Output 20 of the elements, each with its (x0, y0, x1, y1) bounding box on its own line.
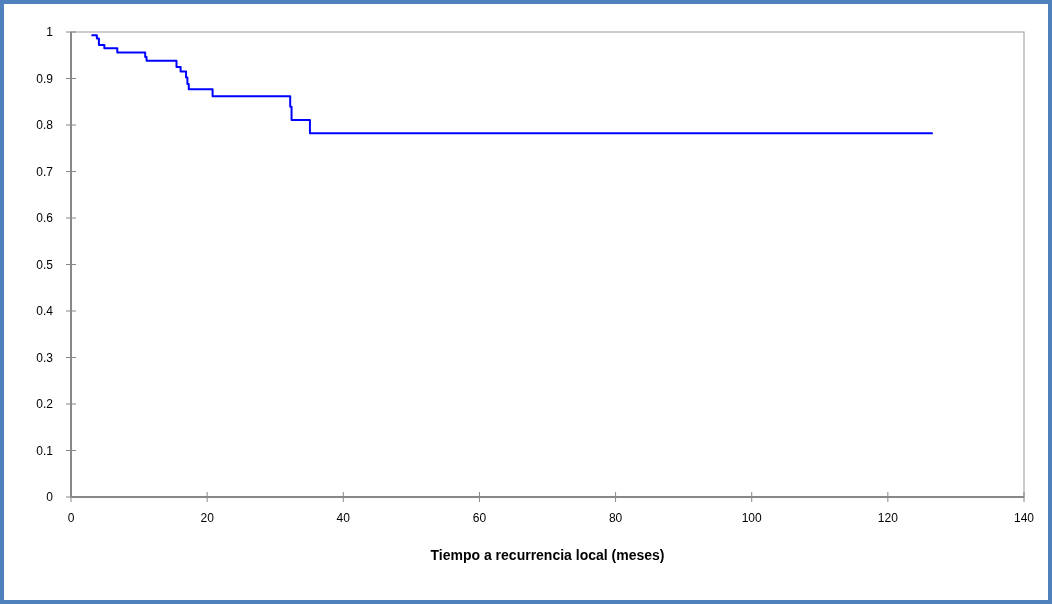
x-tick-label: 20 (200, 511, 215, 525)
y-tick-label: 0.8 (36, 118, 54, 132)
y-tick-label: 1 (46, 25, 54, 39)
x-tick-label: 100 (741, 511, 763, 525)
y-tick-label: 0.2 (36, 397, 54, 411)
x-tick-label: 120 (877, 511, 899, 525)
x-tick-label: 40 (336, 511, 351, 525)
y-tick-label: 0.3 (36, 350, 54, 365)
x-tick-label: 80 (608, 511, 623, 525)
y-tick-label: 0.9 (36, 71, 54, 86)
y-tick-label: 0 (46, 490, 54, 504)
y-tick-label: 0.5 (36, 257, 54, 272)
x-tick-label: 60 (472, 511, 487, 525)
x-axis-title: Tiempo a recurrencia local (meses) (430, 547, 665, 563)
x-tick-label: 140 (1013, 511, 1035, 525)
y-tick-label: 0.6 (36, 211, 54, 225)
y-tick-label: 0.7 (36, 164, 54, 179)
x-tick-label: 0 (67, 511, 75, 525)
y-tick-label: 0.4 (36, 304, 54, 318)
y-tick-label: 0.1 (36, 443, 54, 458)
